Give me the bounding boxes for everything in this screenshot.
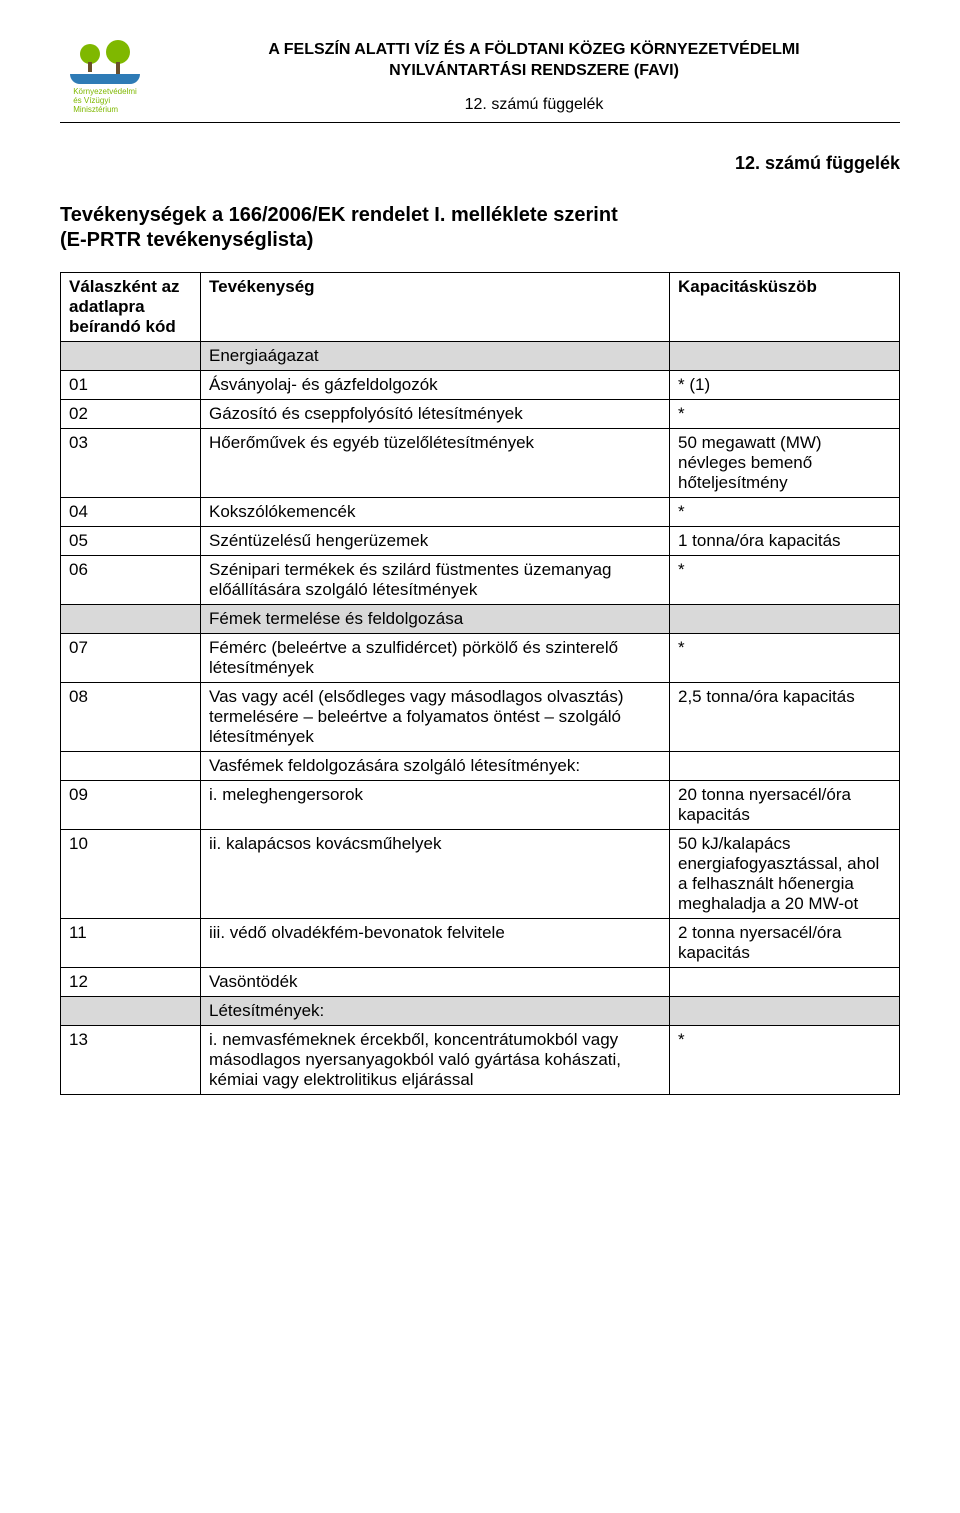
table-row: 02 Gázosító és cseppfolyósító létesítmén… — [61, 400, 900, 429]
document-page: Környezetvédelmi és Vízügyi Minisztérium… — [0, 0, 960, 1155]
header-line1: A FELSZÍN ALATTI VÍZ ÉS A FÖLDTANI KÖZEG… — [168, 40, 900, 61]
table-row: 10 ii. kalapácsos kovácsműhelyek 50 kJ/k… — [61, 830, 900, 919]
section-facilities-label: Létesítmények: — [201, 997, 670, 1026]
table-row: 12 Vasöntödék — [61, 968, 900, 997]
table-row: 05 Széntüzelésű hengerüzemek 1 tonna/óra… — [61, 527, 900, 556]
activities-table: Válaszként az adatlapra beírandó kód Tev… — [60, 272, 900, 1095]
cell-capacity: 2 tonna nyersacél/óra kapacitás — [670, 919, 900, 968]
table-row: 08 Vas vagy acél (elsődleges vagy másodl… — [61, 683, 900, 752]
header-line2: NYILVÁNTARTÁSI RENDSZERE (FAVI) — [168, 61, 900, 82]
cell-code: 13 — [61, 1026, 201, 1095]
logo-caption-line3: Minisztérium — [73, 105, 118, 114]
table-header-row: Válaszként az adatlapra beírandó kód Tev… — [61, 273, 900, 342]
cell-code: 05 — [61, 527, 201, 556]
logo-caption-line2: és Vízügyi — [73, 96, 110, 105]
header-divider — [60, 122, 900, 123]
cell-activity: Vasfémek feldolgozására szolgáló létesít… — [201, 752, 670, 781]
cell-capacity: * — [670, 1026, 900, 1095]
logo: Környezetvédelmi és Vízügyi Minisztérium — [60, 40, 150, 114]
section-energy-label: Energiaágazat — [201, 342, 670, 371]
cell-capacity: * — [670, 400, 900, 429]
cell-code: 09 — [61, 781, 201, 830]
cell-capacity: 50 kJ/kalapács energiafogyasztással, aho… — [670, 830, 900, 919]
section-energy: Energiaágazat — [61, 342, 900, 371]
table-row: 01 Ásványolaj- és gázfeldolgozók * (1) — [61, 371, 900, 400]
logo-caption: Környezetvédelmi és Vízügyi Minisztérium — [73, 88, 137, 114]
col-header-activity: Tevékenység — [201, 273, 670, 342]
cell-code: 03 — [61, 429, 201, 498]
section-facilities-cap — [670, 997, 900, 1026]
section-energy-code — [61, 342, 201, 371]
document-subtitle: (E-PRTR tevékenységlista) — [60, 229, 900, 252]
cell-capacity: 20 tonna nyersacél/óra kapacitás — [670, 781, 900, 830]
cell-activity: Szénipari termékek és szilárd füstmentes… — [201, 556, 670, 605]
cell-activity: i. meleghengersorok — [201, 781, 670, 830]
section-metals: Fémek termelése és feldolgozása — [61, 605, 900, 634]
section-metals-cap — [670, 605, 900, 634]
section-energy-cap — [670, 342, 900, 371]
cell-code: 10 — [61, 830, 201, 919]
cell-capacity: 50 megawatt (MW) névleges bemenő hőtelje… — [670, 429, 900, 498]
cell-activity: Kokszólókemencék — [201, 498, 670, 527]
cell-code: 08 — [61, 683, 201, 752]
cell-code: 01 — [61, 371, 201, 400]
cell-code: 11 — [61, 919, 201, 968]
cell-capacity: * — [670, 556, 900, 605]
cell-capacity: * (1) — [670, 371, 900, 400]
cell-capacity — [670, 968, 900, 997]
cell-code: 06 — [61, 556, 201, 605]
section-metals-label: Fémek termelése és feldolgozása — [201, 605, 670, 634]
cell-activity: i. nemvasfémeknek ércekből, koncentrátum… — [201, 1026, 670, 1095]
table-row: 03 Hőerőművek és egyéb tüzelőlétesítmény… — [61, 429, 900, 498]
logo-caption-line1: Környezetvédelmi — [73, 87, 137, 96]
table-row: 11 iii. védő olvadékfém-bevonatok felvit… — [61, 919, 900, 968]
logo-icon — [70, 40, 140, 84]
cell-activity: Vasöntödék — [201, 968, 670, 997]
section-facilities: Létesítmények: — [61, 997, 900, 1026]
cell-capacity: * — [670, 634, 900, 683]
cell-capacity: 2,5 tonna/óra kapacitás — [670, 683, 900, 752]
cell-activity: Ásványolaj- és gázfeldolgozók — [201, 371, 670, 400]
cell-code: 04 — [61, 498, 201, 527]
section-facilities-code — [61, 997, 201, 1026]
col-header-code-c: beírandó kód — [69, 317, 176, 336]
cell-code: 12 — [61, 968, 201, 997]
section-metals-code — [61, 605, 201, 634]
cell-activity: ii. kalapácsos kovácsműhelyek — [201, 830, 670, 919]
cell-activity: Gázosító és cseppfolyósító létesítmények — [201, 400, 670, 429]
cell-activity: iii. védő olvadékfém-bevonatok felvitele — [201, 919, 670, 968]
table-row: 13 i. nemvasfémeknek ércekből, koncentrá… — [61, 1026, 900, 1095]
cell-activity: Fémérc (beleértve a szulfidércet) pörköl… — [201, 634, 670, 683]
appendix-title: 12. számú függelék — [60, 153, 900, 174]
document-title: Tevékenységek a 166/2006/EK rendelet I. … — [60, 204, 900, 227]
col-header-code-b: adatlapra — [69, 297, 145, 316]
cell-code — [61, 752, 201, 781]
header-titles: A FELSZÍN ALATTI VÍZ ÉS A FÖLDTANI KÖZEG… — [168, 40, 900, 114]
cell-capacity: * — [670, 498, 900, 527]
page-header: Környezetvédelmi és Vízügyi Minisztérium… — [60, 40, 900, 114]
table-row: 09 i. meleghengersorok 20 tonna nyersacé… — [61, 781, 900, 830]
table-row: 06 Szénipari termékek és szilárd füstmen… — [61, 556, 900, 605]
cell-activity: Hőerőművek és egyéb tüzelőlétesítmények — [201, 429, 670, 498]
col-header-code-a: Válaszként az — [69, 277, 180, 296]
table-row: 04 Kokszólókemencék * — [61, 498, 900, 527]
table-row: 07 Fémérc (beleértve a szulfidércet) pör… — [61, 634, 900, 683]
cell-code: 02 — [61, 400, 201, 429]
cell-capacity: 1 tonna/óra kapacitás — [670, 527, 900, 556]
cell-activity: Vas vagy acél (elsődleges vagy másodlago… — [201, 683, 670, 752]
cell-code: 07 — [61, 634, 201, 683]
cell-capacity — [670, 752, 900, 781]
col-header-code: Válaszként az adatlapra beírandó kód — [61, 273, 201, 342]
header-line3: 12. számú függelék — [168, 96, 900, 114]
cell-activity: Széntüzelésű hengerüzemek — [201, 527, 670, 556]
col-header-capacity: Kapacitásküszöb — [670, 273, 900, 342]
iron-processing-subheader: Vasfémek feldolgozására szolgáló létesít… — [61, 752, 900, 781]
